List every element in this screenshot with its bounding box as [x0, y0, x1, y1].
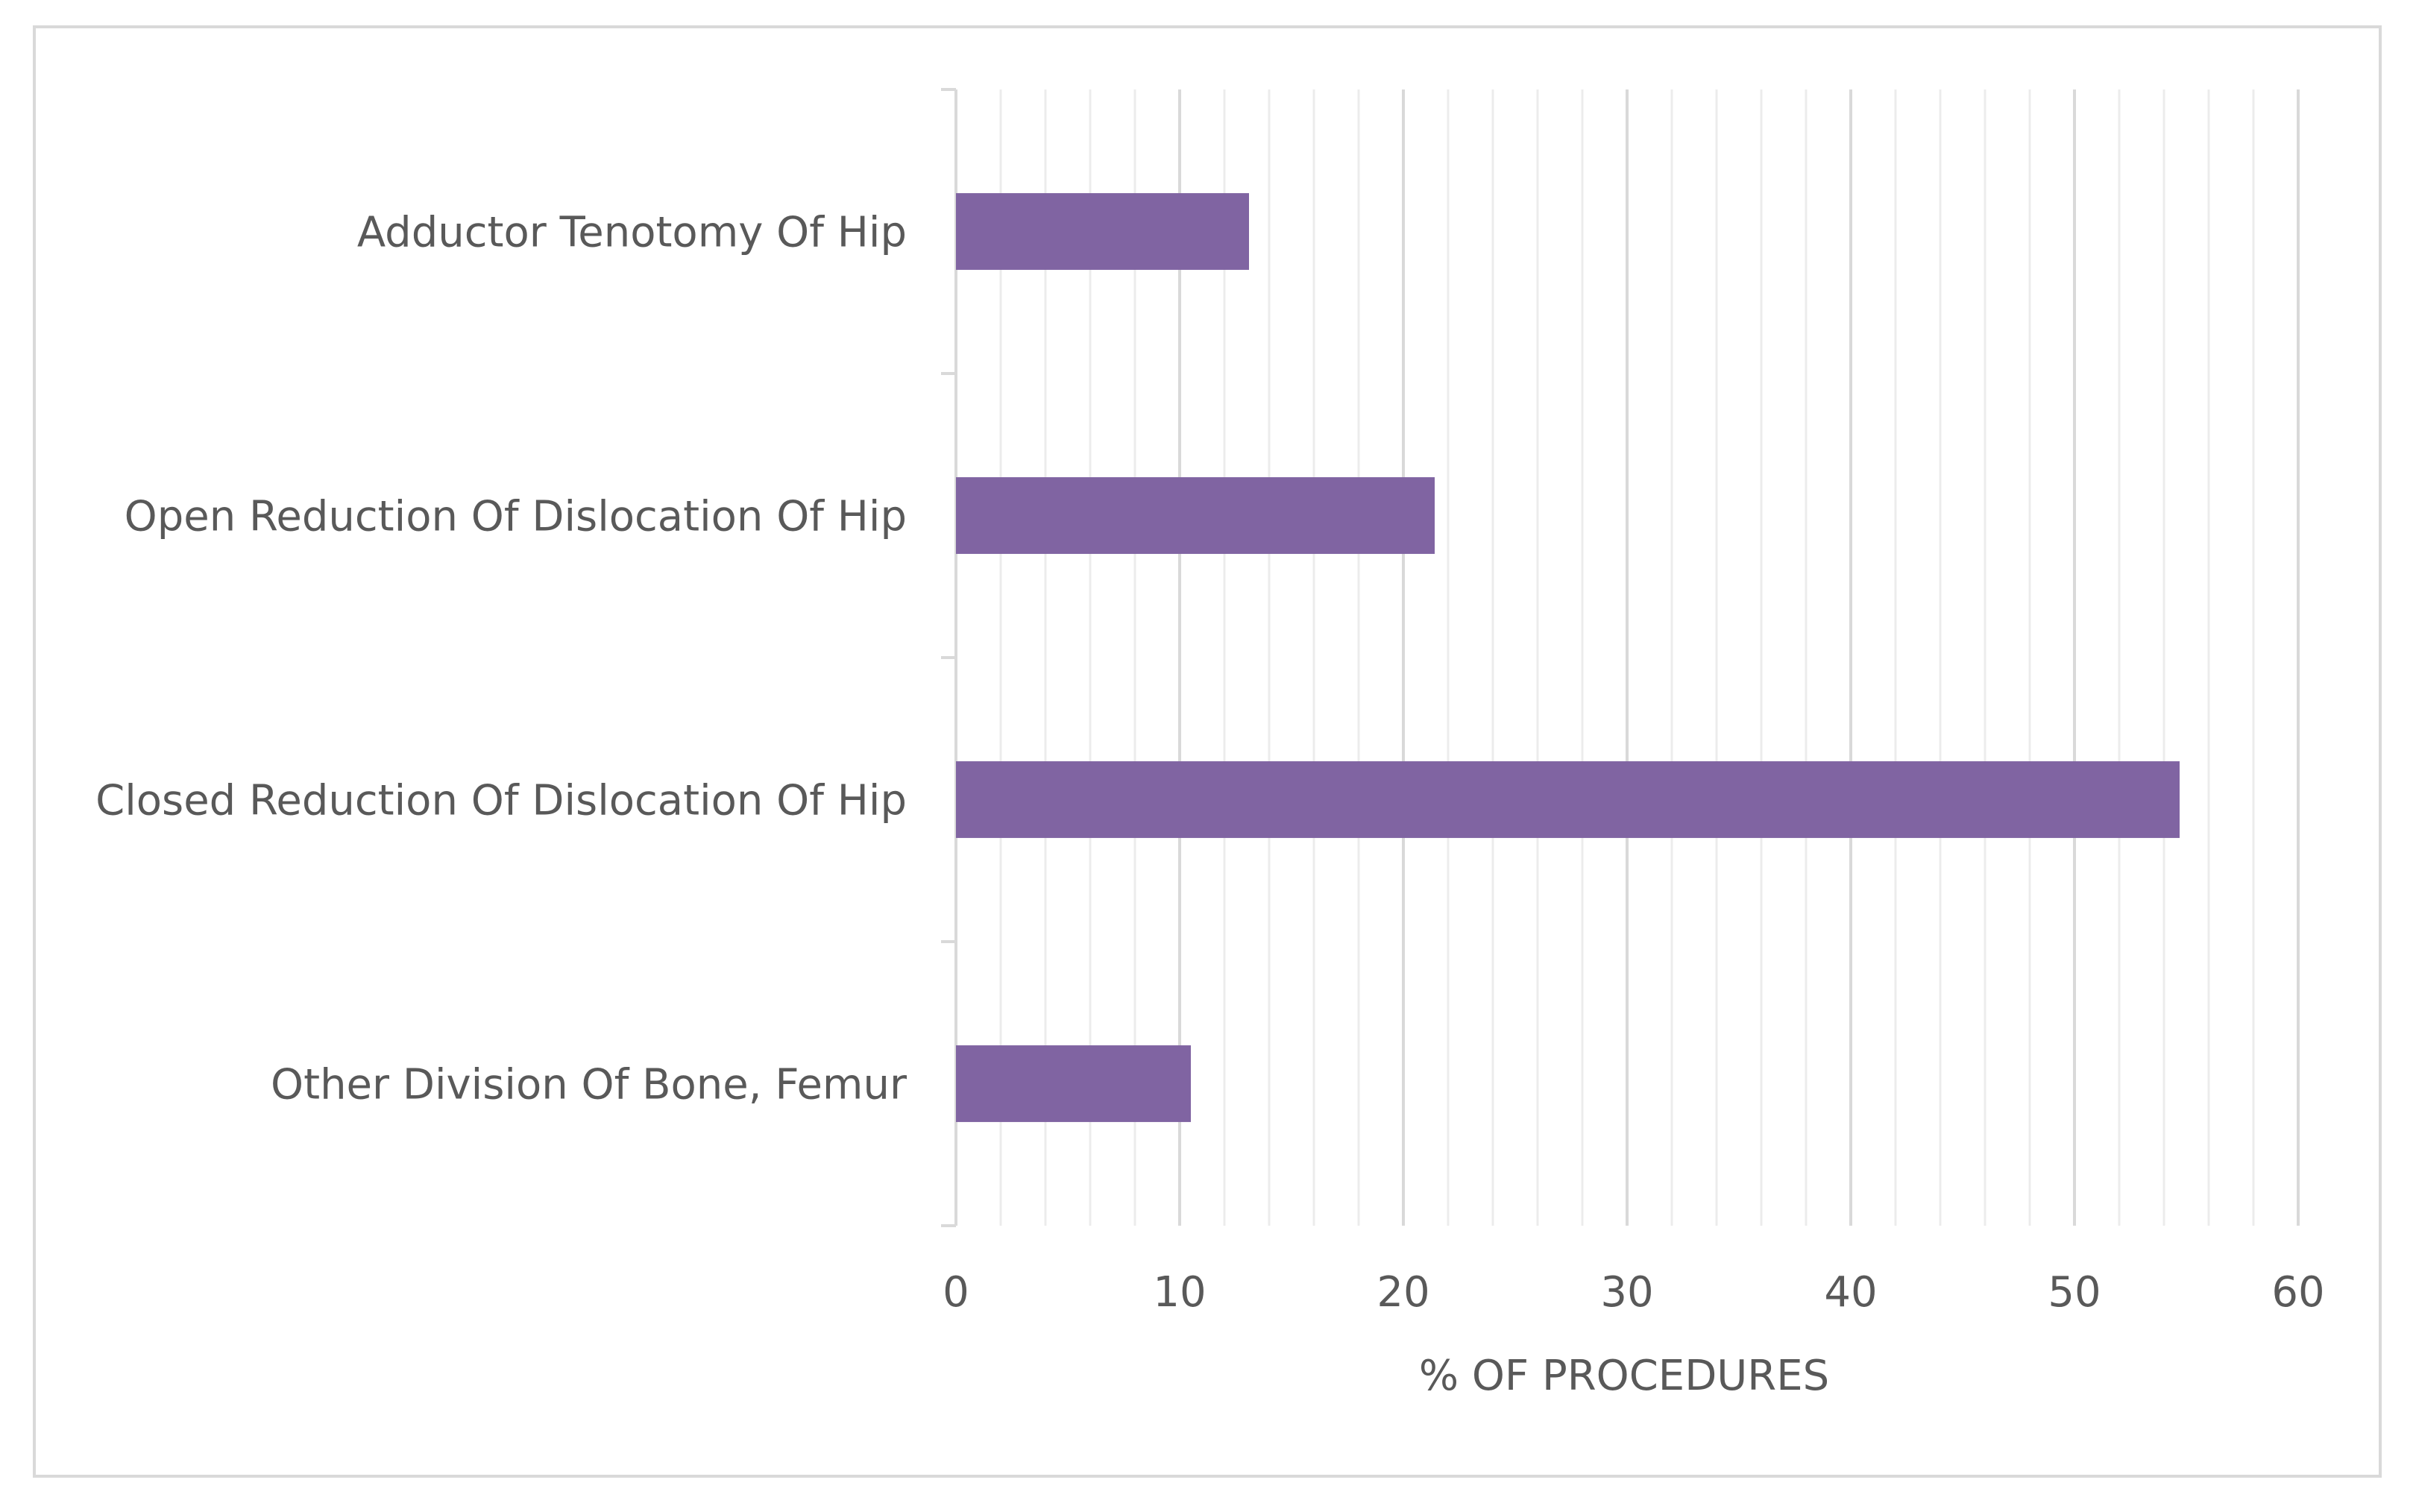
- x-tick-label: 60: [2271, 1268, 2324, 1317]
- category-label: Open Reduction Of Dislocation Of Hip: [125, 493, 907, 541]
- x-tick-labels: 0 10 20 30 40 50 60: [943, 1268, 2324, 1317]
- x-tick-label: 50: [2048, 1268, 2101, 1317]
- bars: [956, 193, 2180, 1122]
- x-tick-label: 0: [943, 1268, 969, 1317]
- x-tick-label: 30: [1600, 1268, 1653, 1317]
- gridlines: [999, 89, 2300, 1226]
- category-label: Adductor Tenotomy Of Hip: [357, 209, 907, 257]
- x-tick-label: 20: [1377, 1268, 1429, 1317]
- bar: [956, 193, 1249, 270]
- bar: [956, 1045, 1191, 1122]
- category-label: Other Division Of Bone, Femur: [271, 1061, 907, 1109]
- category-label: Closed Reduction Of Dislocation Of Hip: [95, 777, 907, 825]
- x-tick-label: 10: [1153, 1268, 1206, 1317]
- category-labels: Adductor Tenotomy Of Hip Open Reduction O…: [95, 209, 907, 1109]
- x-tick-label: 40: [1824, 1268, 1877, 1317]
- bar: [956, 477, 1435, 554]
- axes: [941, 88, 957, 1227]
- x-axis-title: % OF PROCEDURES: [1419, 1352, 1829, 1400]
- bar: [956, 761, 2180, 838]
